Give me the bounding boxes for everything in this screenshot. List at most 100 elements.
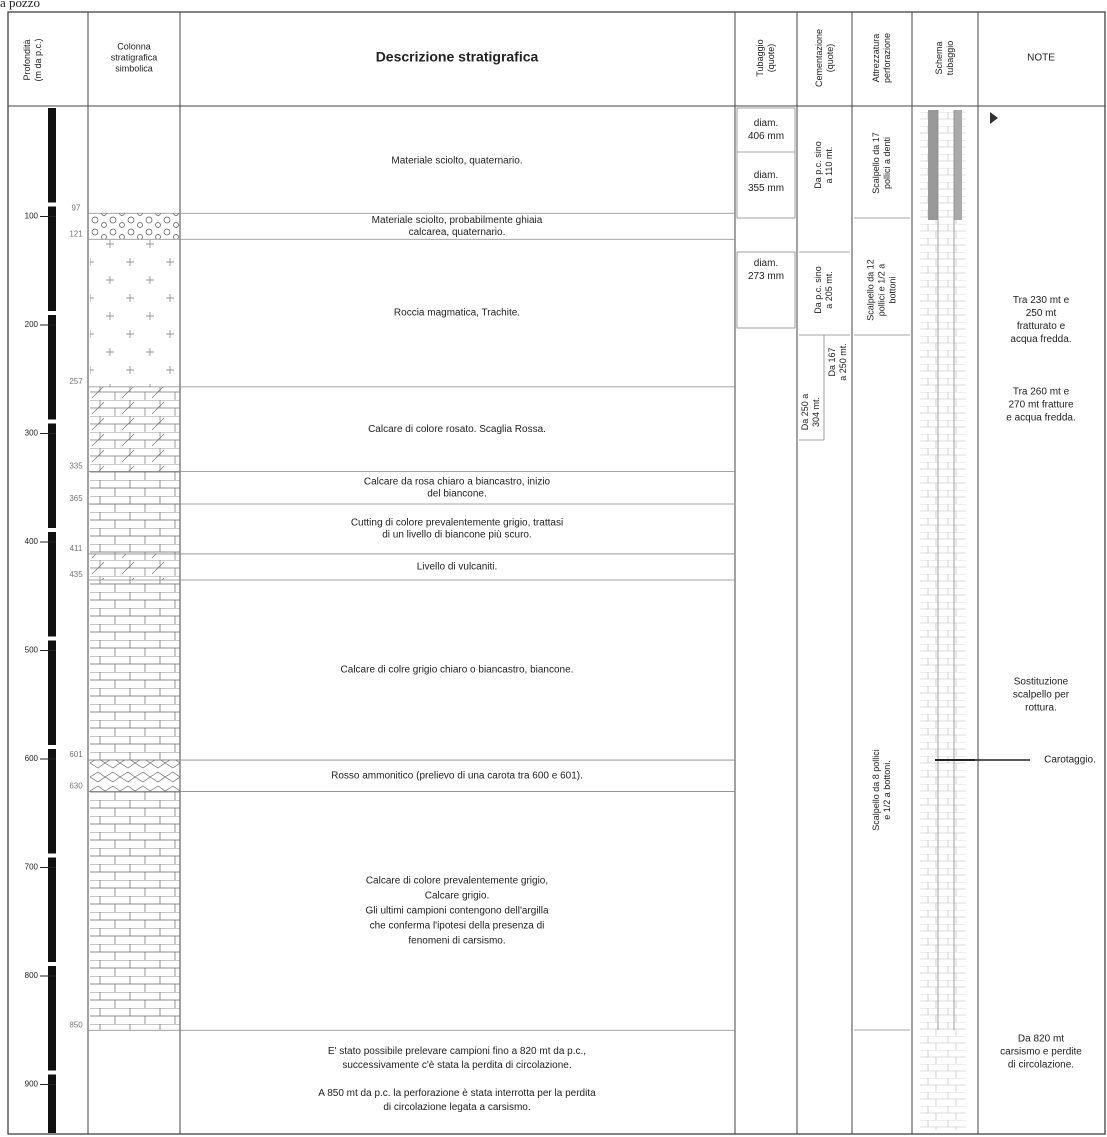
- cementing-range: Da p.c. sino: [813, 141, 823, 189]
- header-depth: Profondità: [22, 39, 32, 80]
- casing-size: 355 mm: [748, 183, 784, 194]
- header-cementing: (quote): [825, 44, 835, 73]
- tool: Scalpello da 17: [871, 132, 881, 194]
- layer-base-label: 97: [72, 203, 81, 212]
- casing-scheme: [920, 110, 998, 1130]
- page-fragment: a pozzo: [0, 0, 40, 10]
- depth-label: 700: [25, 863, 39, 872]
- casing-boxes: [736, 107, 910, 1031]
- note: acqua fredda.: [1010, 334, 1071, 345]
- depth-label: 100: [25, 212, 39, 221]
- layer-base-label: 121: [69, 229, 83, 238]
- depth-bar-gap: [48, 745, 56, 749]
- header-scheme: Schema: [934, 41, 944, 74]
- layer-description: Gli ultimi campioni contengono dell'argi…: [365, 906, 549, 917]
- header-column: stratigrafica: [111, 52, 158, 62]
- lithology: [90, 791, 180, 1031]
- depth-label: 400: [25, 537, 39, 546]
- cementing-range: a 110 mt.: [824, 147, 834, 184]
- depth-label: 500: [25, 646, 39, 655]
- casing-size: diam.: [754, 258, 778, 269]
- layer-base-label: 850: [69, 1020, 83, 1029]
- cementing-range: 304 mt.: [811, 397, 821, 427]
- note: Sostituzione: [1014, 677, 1069, 688]
- layer-base-label: 335: [69, 462, 83, 471]
- depth-bar-gap: [48, 419, 56, 424]
- lithology: [90, 553, 180, 580]
- layer-description: calcarea, quaternario.: [409, 227, 506, 238]
- casing-size: diam.: [754, 170, 778, 181]
- column-rules: [87, 12, 979, 1134]
- lithology: [90, 760, 180, 792]
- casing-size: 406 mm: [748, 131, 784, 142]
- header-tools: perforazione: [882, 33, 892, 83]
- note: scalpello per: [1013, 690, 1070, 701]
- layer-description: di un livello di biancone più scuro.: [382, 530, 532, 541]
- note: Tra 260 mt e: [1013, 387, 1070, 398]
- layer-description: Livello di vulcaniti.: [417, 562, 498, 573]
- layer-description: fenomeni di carsismo.: [408, 936, 505, 947]
- lithology: [90, 213, 180, 240]
- casing-size: diam.: [754, 118, 778, 129]
- tool: pollici e 1/2 a: [876, 264, 886, 317]
- lithology: [90, 504, 180, 554]
- lithology: [90, 239, 180, 387]
- header-tools: Attrezzatura: [871, 34, 881, 83]
- layer-description: Materiale sciolto, quaternario.: [391, 155, 522, 166]
- layer-description: Roccia magmatica, Trachite.: [394, 308, 520, 319]
- cementing-range: Da 250 a: [800, 394, 810, 431]
- note: Da 820 mt: [1018, 1034, 1064, 1045]
- note: 250 mt: [1026, 308, 1057, 319]
- note: di circolazione.: [1008, 1060, 1074, 1071]
- layer-description: Calcare grigio.: [425, 891, 489, 902]
- depth-bar-gap: [48, 528, 56, 532]
- depth-label: 200: [25, 320, 39, 329]
- depth-bar-gap: [48, 311, 56, 315]
- depth-bar-gap: [48, 636, 56, 641]
- cementing-range: a 250 mt.: [838, 343, 848, 381]
- depth-label: 300: [25, 429, 39, 438]
- depth-bar: [48, 108, 56, 1133]
- cementing-range: Da 167: [827, 347, 837, 376]
- layer-description: E' stato possibile prelevare campioni fi…: [328, 1046, 586, 1057]
- lithology: [90, 471, 180, 505]
- layer-description: A 850 mt da p.c. la perforazione è stata…: [318, 1088, 596, 1099]
- tool: pollici a denti: [882, 137, 892, 189]
- layer-description: Cutting di colore prevalentemente grigio…: [351, 518, 563, 529]
- depth-label: 800: [25, 971, 39, 980]
- header-depth: (m da p.c.): [33, 38, 43, 81]
- header-scheme: tubaggio: [945, 41, 955, 76]
- tool: Scalpello da 12: [865, 259, 875, 321]
- lithology: [90, 386, 180, 472]
- layer-description: successivamente c'è stata la perdita di …: [342, 1060, 571, 1071]
- depth-label: 600: [25, 754, 39, 763]
- depth-bar-gap: [48, 202, 56, 207]
- depth-bar-gap: [48, 853, 56, 858]
- header-notes: NOTE: [1027, 53, 1055, 64]
- note: 270 mt fratture: [1008, 400, 1073, 411]
- layer-base-label: 411: [70, 544, 83, 553]
- depth-bar-gap: [48, 1070, 56, 1075]
- note: Carotaggio.: [1044, 755, 1096, 766]
- cementing-range: a 205 mt.: [824, 271, 834, 309]
- header-column: Colonna: [117, 41, 151, 51]
- header-column: simbolica: [115, 63, 153, 73]
- cementing-range: Da p.c. sino: [813, 266, 823, 314]
- tool: e 1/2 a bottoni.: [882, 760, 892, 820]
- header-casing: Tubaggio: [755, 39, 765, 76]
- tool: bottoni: [887, 276, 897, 303]
- note: Tra 230 mt e: [1013, 295, 1070, 306]
- layer-base-label: 601: [69, 750, 83, 759]
- layer-description: che conferma l'ipotesi della presenza di: [370, 921, 545, 932]
- lithology: [90, 579, 180, 761]
- note: carsismo e perdite: [1000, 1047, 1082, 1058]
- frame: [7, 11, 1106, 1135]
- casing-size: 273 mm: [748, 271, 784, 282]
- header-cementing: Cementazione: [814, 29, 824, 87]
- note: fratturato e: [1017, 321, 1066, 332]
- layer-description: Calcare da rosa chiaro a biancastro, ini…: [364, 476, 551, 487]
- tool: Scalpello da 8 pollici: [871, 749, 881, 831]
- depth-label: 900: [25, 1080, 39, 1089]
- layer-description: di circolazione legata a carsismo.: [383, 1102, 530, 1113]
